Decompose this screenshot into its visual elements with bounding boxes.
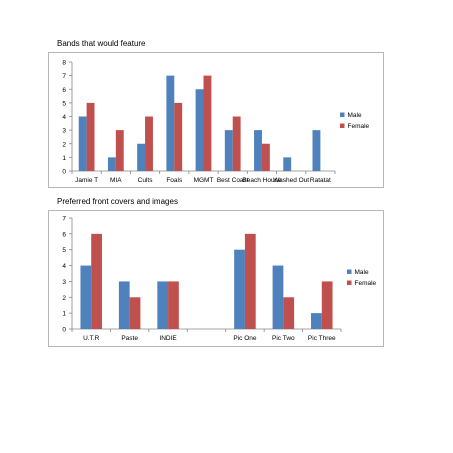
legend-swatch-male: [347, 269, 352, 274]
chart-2-y-tick-label-0: 0: [62, 327, 66, 334]
x-category-label-beach-house: Beach House: [242, 177, 281, 184]
legend-label-female: Female: [355, 280, 377, 287]
chart-2-y-tick-label-4: 4: [62, 263, 66, 270]
bar-male-washed-out: [283, 157, 292, 171]
bar-male-mgmt: [195, 89, 204, 171]
bar-male-mia: [107, 157, 116, 171]
legend-swatch-female: [340, 123, 345, 128]
bar-female-pic-two: [283, 297, 295, 329]
bar-male-cults: [137, 143, 146, 171]
legend-swatch-female: [347, 280, 352, 285]
chart-2-y-tick-label-6: 6: [62, 231, 66, 238]
bar-female-indie: [168, 281, 179, 329]
x-category-label-ratatat: Ratatat: [310, 177, 331, 184]
legend-swatch-male: [340, 112, 345, 117]
x-category-label-best-coast: Best Coast: [217, 177, 249, 184]
chart-1-y-tick-label-7: 7: [62, 73, 66, 80]
chart-1-y-tick-label-5: 5: [62, 100, 66, 107]
chart-1-y-tick-label-1: 1: [62, 155, 66, 162]
bar-female-pic-three: [321, 281, 333, 329]
bar-female-mgmt: [203, 75, 212, 171]
chart-1-y-tick-label-3: 3: [62, 128, 66, 135]
bar-male-indie: [157, 281, 169, 329]
legend-label-male: Male: [348, 112, 362, 119]
x-category-label-paste: Paste: [121, 335, 138, 342]
bar-male-ratatat: [312, 130, 321, 171]
x-category-label-washed-out: Washed Out: [273, 177, 309, 184]
x-category-label-pic-one: Pic One: [233, 335, 257, 342]
bar-female-pic-one: [244, 233, 256, 329]
bar-female-paste: [129, 297, 141, 329]
chart-2-covers: 0 1 2 3 4 5 6 7 U.T.R Paste INDIE Pic One Pic Two Pic…: [48, 210, 384, 347]
x-category-label-indie: INDIE: [159, 335, 177, 342]
x-category-label-jamie-t: Jamie T: [75, 177, 98, 184]
bar-female-jamie-t: [86, 102, 95, 171]
bar-female-cults: [145, 116, 153, 171]
bar-female-mia: [115, 130, 124, 171]
x-category-label-pic-three: Pic Three: [308, 335, 336, 342]
bar-female-best-coast: [232, 116, 241, 171]
chart-1-frame: [48, 52, 384, 188]
bar-female-beach-house: [261, 143, 270, 171]
x-category-label-cults: Cults: [138, 177, 154, 184]
bar-male-beach-house: [254, 130, 262, 171]
chart-2-y-tick-label-2: 2: [62, 295, 66, 302]
chart-2-title: Preferred front covers and images: [57, 197, 178, 206]
chart-1-y-tick-label-4: 4: [62, 114, 66, 121]
chart-2-y-tick-label-5: 5: [62, 247, 66, 254]
x-category-label-pic-two: Pic Two: [272, 335, 295, 342]
chart-2-y-tick-label-3: 3: [62, 279, 66, 286]
chart-1-y-tick-label-0: 0: [62, 169, 66, 176]
chart-2-y-tick-label-1: 1: [62, 311, 66, 318]
legend-label-male: Male: [355, 269, 369, 276]
bar-female-foals: [174, 102, 183, 171]
bar-male-pic-one: [234, 249, 245, 329]
chart-1-y-tick-label-8: 8: [62, 60, 66, 67]
chart-1-y-tick-label-6: 6: [62, 87, 66, 94]
bar-male-pic-three: [311, 313, 322, 329]
bar-male-paste: [118, 281, 130, 329]
bar-female-u-t-r: [91, 233, 102, 329]
x-category-label-mgmt: MGMT: [194, 177, 214, 184]
x-category-label-foals: Foals: [166, 177, 183, 184]
x-category-label-u-t-r: U.T.R: [83, 335, 100, 342]
bar-male-best-coast: [224, 130, 233, 171]
bar-male-foals: [166, 75, 175, 171]
bar-male-u-t-r: [80, 265, 92, 329]
x-category-label-mia: MIA: [110, 177, 122, 184]
chart-1-title: Bands that would feature: [57, 39, 146, 48]
legend-label-female: Female: [348, 123, 370, 130]
bar-male-pic-two: [272, 265, 284, 329]
bar-male-jamie-t: [78, 116, 87, 171]
chart-2-y-tick-label-7: 7: [62, 216, 66, 223]
chart-1-bands: 0 1 2 3 4 5 6 7 8 Jamie T MIA Cults Foals MGMT Best Co…: [48, 52, 384, 188]
chart-1-y-tick-label-2: 2: [62, 141, 66, 148]
